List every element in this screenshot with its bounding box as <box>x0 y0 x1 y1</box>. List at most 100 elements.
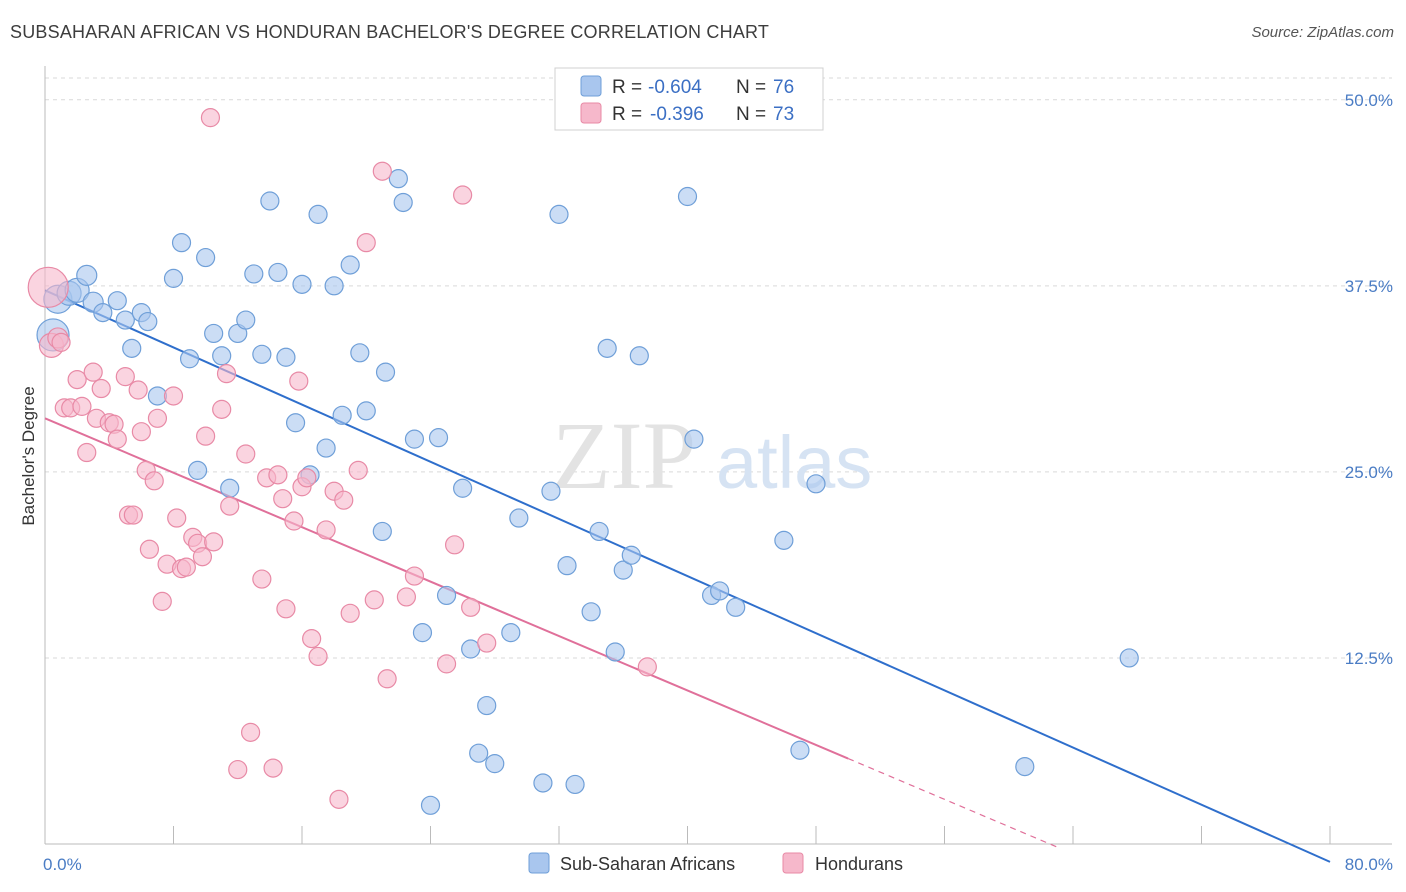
point-honduran-36 <box>212 399 232 419</box>
legend-n-label-0: N = <box>736 77 766 98</box>
point-subsaharan-65 <box>629 346 649 366</box>
point-honduran-61 <box>364 590 384 610</box>
point-honduran-69 <box>461 597 481 617</box>
point-honduran-56 <box>329 789 349 809</box>
point-honduran-64 <box>396 587 417 607</box>
point-subsaharan-19 <box>212 346 232 366</box>
point-subsaharan-41 <box>393 192 413 213</box>
point-subsaharan-45 <box>428 428 449 448</box>
point-honduran-32 <box>192 547 213 567</box>
point-honduran-45 <box>268 465 288 485</box>
legend-r-label-1: R = <box>612 104 642 125</box>
x-tick-label-1: 80.0% <box>1345 855 1393 874</box>
watermark-zip: ZIP <box>552 402 696 509</box>
point-honduran-17 <box>123 505 143 525</box>
point-honduran-42 <box>252 569 272 589</box>
point-honduran-14 <box>107 429 127 449</box>
point-subsaharan-69 <box>710 581 730 601</box>
point-subsaharan-16 <box>187 460 208 480</box>
point-subsaharan-18 <box>204 323 224 344</box>
point-subsaharan-17 <box>196 247 216 268</box>
point-subsaharan-66 <box>677 186 698 207</box>
point-honduran-21 <box>139 539 160 559</box>
tick-labels: 12.5% 25.0% 37.5% 50.0% 0.0% 80.0% <box>43 91 1393 874</box>
point-honduran-57 <box>334 490 354 510</box>
point-honduran-22 <box>144 471 164 491</box>
point-honduran-3 <box>51 332 71 352</box>
point-honduran-54 <box>316 520 336 540</box>
point-subsaharan-13 <box>163 268 184 288</box>
legend-r-value-1: -0.396 <box>650 104 704 125</box>
point-honduran-53 <box>308 646 328 667</box>
point-subsaharan-60 <box>589 521 609 542</box>
point-honduran-8 <box>77 442 97 463</box>
point-honduran-9 <box>83 362 103 382</box>
point-subsaharan-35 <box>340 255 360 275</box>
point-subsaharan-28 <box>285 413 306 433</box>
point-honduran-7 <box>72 396 92 416</box>
point-subsaharan-40 <box>388 169 408 189</box>
point-honduran-33 <box>196 426 216 446</box>
point-subsaharan-54 <box>533 773 553 793</box>
point-subsaharan-12 <box>147 386 168 406</box>
point-subsaharan-26 <box>268 262 288 283</box>
point-subsaharan-24 <box>252 344 272 364</box>
point-subsaharan-43 <box>412 623 433 643</box>
legend-swatch-blue <box>580 75 602 97</box>
point-honduran-23 <box>147 408 168 428</box>
trend-line-honduran-extension <box>847 757 1058 848</box>
point-honduran-26 <box>163 386 184 406</box>
point-subsaharan-25 <box>260 191 280 211</box>
point-honduran-63 <box>377 669 397 689</box>
point-subsaharan-48 <box>461 639 481 659</box>
point-subsaharan-52 <box>501 623 521 643</box>
point-honduran-67 <box>444 535 465 555</box>
point-subsaharan-15 <box>179 349 200 369</box>
point-subsaharan-34 <box>332 405 352 425</box>
bottom-legend-swatch-blue <box>528 852 550 874</box>
point-subsaharan-37 <box>356 401 376 421</box>
legend-n-value-0: 76 <box>773 77 794 98</box>
point-subsaharan-71 <box>774 530 794 550</box>
point-honduran-49 <box>289 371 309 391</box>
point-honduran-27 <box>167 508 187 528</box>
point-subsaharan-20 <box>220 478 240 498</box>
point-subsaharan-36 <box>350 343 370 363</box>
point-honduran-44 <box>263 758 283 778</box>
y-tick-label-3: 50.0% <box>1345 91 1393 110</box>
point-subsaharan-51 <box>485 754 505 774</box>
point-honduran-65 <box>404 566 425 586</box>
point-honduran-18 <box>128 380 148 400</box>
axes <box>44 66 1392 845</box>
point-subsaharan-55 <box>541 481 561 501</box>
point-honduran-71 <box>637 657 657 677</box>
point-subsaharan-7 <box>107 291 127 311</box>
point-subsaharan-53 <box>509 508 529 528</box>
point-subsaharan-64 <box>621 545 641 565</box>
point-honduran-37 <box>216 364 237 384</box>
watermark-atlas: atlas <box>716 421 872 504</box>
top-legend: R = -0.604 N = 76 R = -0.396 N = 73 <box>554 67 824 131</box>
point-subsaharan-38 <box>372 521 392 542</box>
point-subsaharan-8 <box>115 310 135 330</box>
point-subsaharan-32 <box>316 438 336 458</box>
legend-r-label-0: R = <box>612 77 642 98</box>
point-honduran-35 <box>204 532 224 552</box>
bottom-legend: Sub-Saharan Africans Hondurans <box>528 852 903 874</box>
point-subsaharan-70 <box>726 597 746 617</box>
point-subsaharan-73 <box>806 474 826 494</box>
point-honduran-66 <box>436 654 457 674</box>
point-honduran-52 <box>302 628 322 649</box>
point-honduran-38 <box>220 496 240 516</box>
point-honduran-62 <box>372 161 392 181</box>
point-subsaharan-4 <box>76 264 98 287</box>
point-subsaharan-39 <box>375 362 396 382</box>
point-subsaharan-56 <box>549 204 569 224</box>
point-subsaharan-72 <box>790 740 810 760</box>
point-subsaharan-31 <box>308 204 328 224</box>
point-honduran-47 <box>276 599 296 619</box>
point-honduran-60 <box>356 233 376 253</box>
legend-r-value-0: -0.604 <box>648 77 702 98</box>
legend-n-value-1: 73 <box>773 104 794 125</box>
point-subsaharan-11 <box>138 311 158 332</box>
